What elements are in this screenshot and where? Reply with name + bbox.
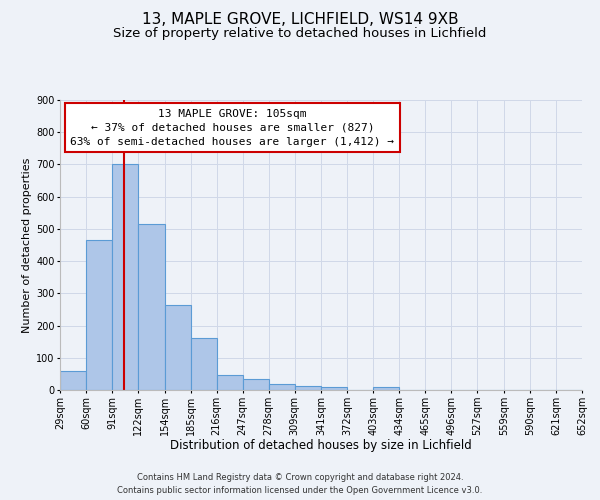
Text: Contains HM Land Registry data © Crown copyright and database right 2024.
Contai: Contains HM Land Registry data © Crown c… [118,474,482,495]
Bar [138,224,165,390]
Y-axis label: Number of detached properties: Number of detached properties [22,158,32,332]
Bar [60,370,86,390]
Bar [322,387,347,390]
Text: 13 MAPLE GROVE: 105sqm
← 37% of detached houses are smaller (827)
63% of semi-de: 13 MAPLE GROVE: 105sqm ← 37% of detached… [70,108,394,146]
Text: 13, MAPLE GROVE, LICHFIELD, WS14 9XB: 13, MAPLE GROVE, LICHFIELD, WS14 9XB [142,12,458,28]
Bar [165,304,191,390]
Bar [242,378,269,390]
X-axis label: Distribution of detached houses by size in Lichfield: Distribution of detached houses by size … [170,439,472,452]
Text: Size of property relative to detached houses in Lichfield: Size of property relative to detached ho… [113,28,487,40]
Bar [295,386,322,390]
Bar [373,388,400,390]
Bar [217,374,242,390]
Bar [86,240,112,390]
Bar [112,164,138,390]
Bar [191,338,217,390]
Bar [269,384,295,390]
